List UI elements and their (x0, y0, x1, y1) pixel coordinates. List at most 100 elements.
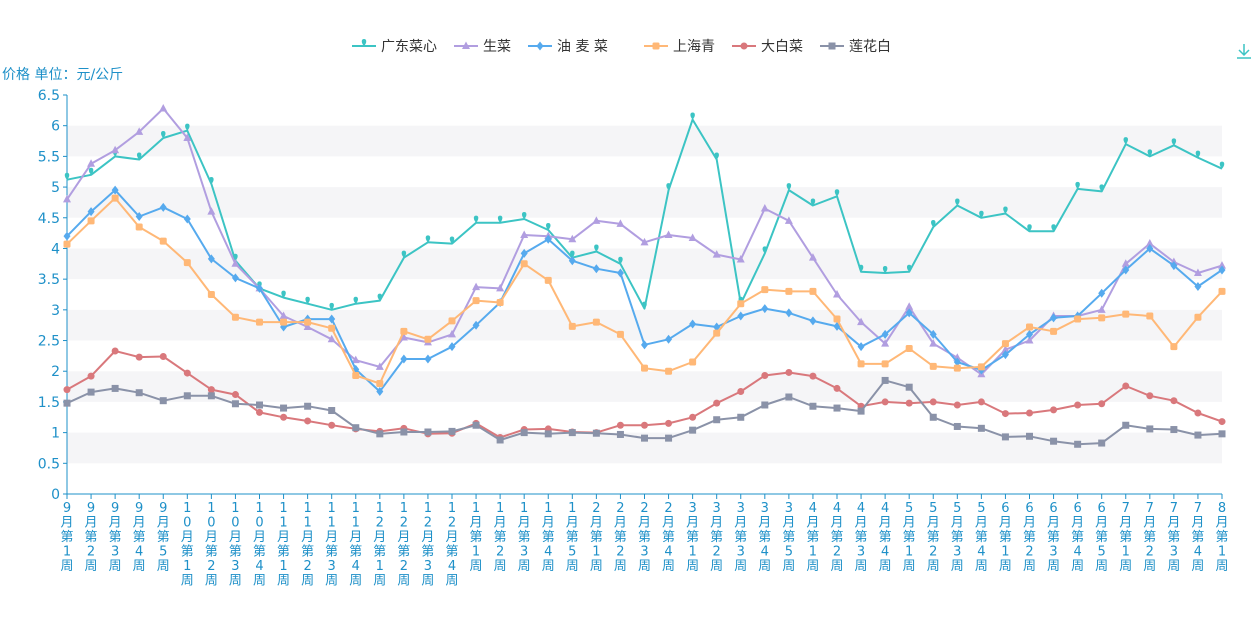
data-point (135, 223, 143, 231)
y-tick-label: 2.5 (38, 334, 60, 350)
data-point (328, 314, 336, 324)
data-point (64, 172, 70, 180)
y-tick-label: 1.5 (38, 395, 60, 411)
data-point (1098, 314, 1106, 322)
axes: 0 0.5 1 1.5 2 2.5 3 3.5 4 4.5 5 5.5 6 6.5 9 月第 1 周 9 月第 2 周 9 月… (38, 88, 1229, 589)
data-point (376, 386, 384, 396)
data-point (520, 230, 529, 238)
data-point (183, 369, 191, 377)
data-point (833, 315, 841, 323)
data-point (63, 240, 71, 248)
data-point (280, 413, 288, 421)
data-point (1050, 313, 1058, 323)
legend-item[interactable]: 广东菜心 (352, 39, 437, 55)
data-point (1098, 288, 1106, 298)
data-point (207, 386, 215, 394)
data-point (857, 407, 865, 415)
data-point (761, 286, 769, 294)
x-tick-label: 3 月第 4 周 (758, 501, 771, 574)
data-point (135, 353, 143, 361)
data-point (929, 339, 938, 347)
x-tick-label: 8 月第 1 周 (1215, 501, 1228, 574)
data-point (761, 401, 769, 409)
data-point (1194, 409, 1202, 417)
data-point (1218, 261, 1226, 269)
data-point (833, 290, 841, 298)
legend-item[interactable]: 上海青 (644, 39, 715, 55)
data-point (448, 427, 456, 435)
legend-item[interactable]: 大白菜 (732, 39, 803, 55)
data-point (1098, 400, 1106, 408)
x-tick-label: 3 月第 5 周 (782, 501, 795, 574)
legend-marker (828, 42, 836, 50)
data-point (352, 372, 360, 380)
x-tick-label: 2 月第 1 周 (590, 501, 603, 574)
legend-item[interactable]: 生菜 (454, 39, 511, 55)
y-tick-label: 6 (51, 119, 60, 135)
data-point (689, 413, 697, 421)
data-point (931, 219, 936, 227)
legend-label: 上海青 (673, 39, 715, 55)
x-tick-label: 4 月第 2 周 (830, 501, 843, 574)
data-point (1001, 340, 1009, 348)
x-tick-label: 3 月第 3 周 (734, 501, 747, 574)
y-tick-label: 3 (51, 303, 60, 319)
data-point (207, 291, 215, 298)
data-point (401, 250, 407, 258)
data-point (135, 127, 144, 135)
x-tick-label: 5 月第 3 周 (951, 501, 964, 574)
data-point (231, 400, 239, 408)
download-icon[interactable] (1233, 40, 1255, 62)
data-point (328, 421, 336, 429)
data-point (351, 355, 360, 364)
legend-item[interactable]: 油 麦 菜 (528, 39, 608, 55)
data-point (496, 436, 504, 444)
data-point (111, 347, 119, 355)
data-point (1146, 243, 1154, 253)
data-point (1025, 336, 1034, 344)
legend-marker (536, 41, 544, 51)
data-point (87, 207, 95, 217)
legend-marker (462, 41, 470, 49)
y-tick-label: 4 (51, 241, 60, 257)
data-point (497, 215, 503, 223)
legend-item[interactable]: 莲花白 (820, 39, 891, 55)
data-point (570, 250, 575, 258)
data-point (1122, 382, 1130, 390)
x-tick-label: 2 月第 2 周 (614, 501, 627, 574)
data-point (159, 237, 167, 245)
data-point (666, 183, 671, 191)
series-3 (63, 185, 1226, 396)
data-point (737, 413, 745, 421)
data-point (857, 360, 865, 368)
x-tick-label: 1 2 月第 1 周 (373, 501, 386, 589)
data-point (641, 421, 648, 429)
data-point (1074, 315, 1082, 323)
data-point (1147, 149, 1153, 157)
x-tick-label: 5 月第 1 周 (903, 501, 916, 574)
y-tick-label: 6.5 (38, 88, 60, 104)
y-tick-label: 2 (51, 364, 60, 380)
data-point (448, 329, 456, 338)
data-point (231, 313, 239, 321)
data-point (1026, 323, 1033, 331)
y-tick-label: 5 (51, 180, 60, 196)
data-point (784, 216, 793, 224)
data-point (1218, 430, 1226, 438)
data-point (183, 133, 192, 141)
x-tick-label: 5 月第 2 周 (927, 501, 940, 574)
x-tick-label: 1 1 月第 2 周 (301, 501, 314, 589)
grid-band (67, 371, 1222, 402)
data-point (546, 223, 551, 231)
grid-band (67, 309, 1222, 341)
data-point (1194, 282, 1202, 292)
data-point (929, 362, 937, 370)
data-point (87, 159, 96, 167)
data-point (1218, 418, 1226, 426)
data-point (183, 392, 191, 400)
data-point (809, 402, 817, 410)
x-tick-label: 1 月第 5 周 (566, 501, 579, 574)
data-point (737, 300, 745, 308)
data-point (592, 216, 601, 224)
data-point (376, 380, 384, 388)
